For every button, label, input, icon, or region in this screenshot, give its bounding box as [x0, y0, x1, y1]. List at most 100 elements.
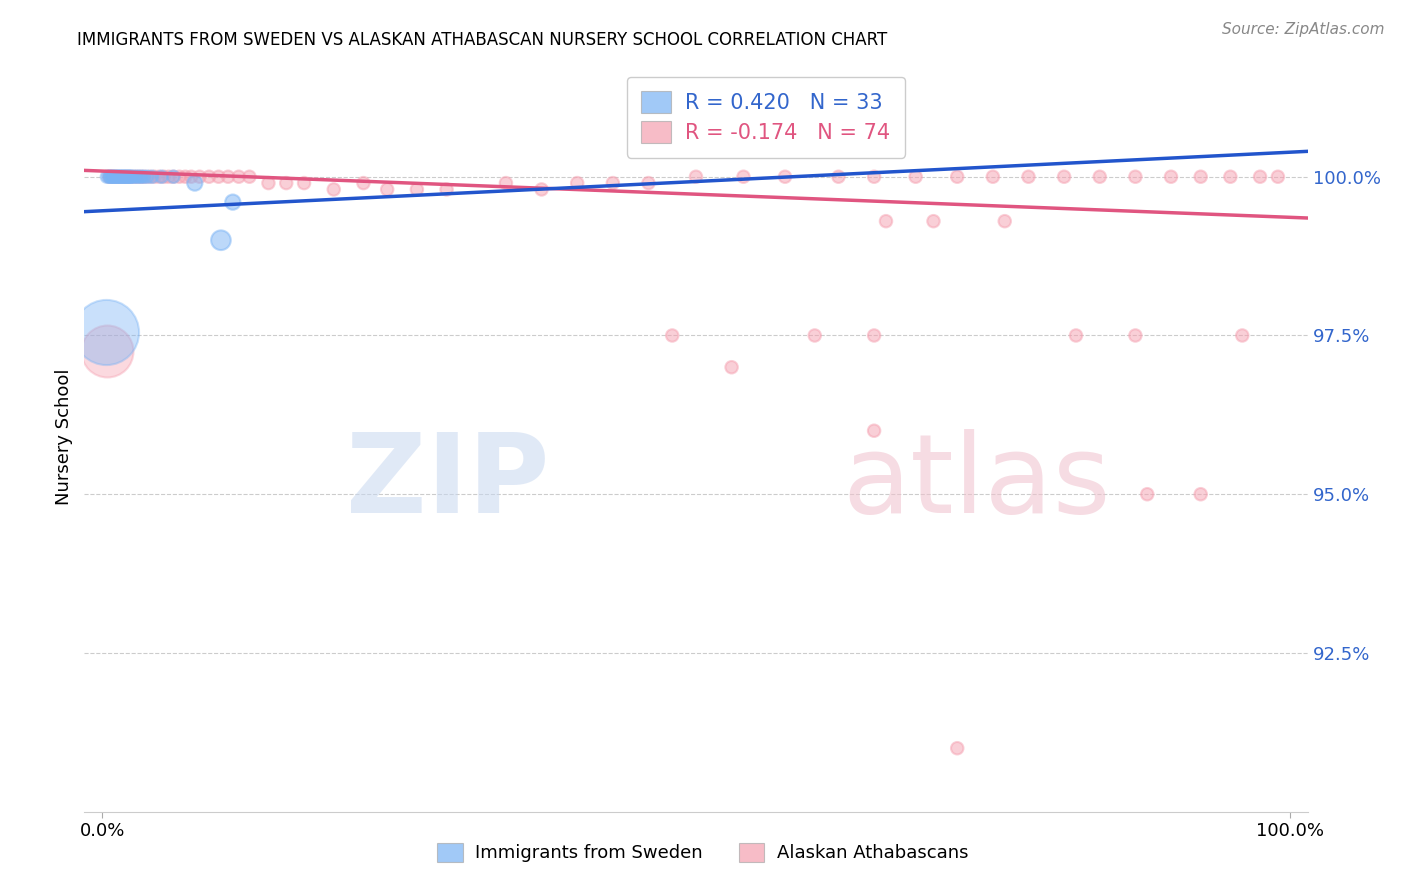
Point	[1064, 328, 1087, 343]
Point	[101, 169, 124, 184]
Point	[375, 182, 398, 196]
Point	[115, 169, 138, 184]
Point	[118, 169, 141, 184]
Point	[110, 169, 132, 184]
Point	[162, 169, 184, 184]
Point	[188, 169, 211, 184]
Y-axis label: Nursery School: Nursery School	[55, 368, 73, 506]
Point	[143, 169, 166, 184]
Point	[94, 326, 117, 340]
Point	[96, 344, 118, 359]
Point	[162, 169, 184, 184]
Point	[228, 169, 250, 184]
Point	[98, 169, 121, 184]
Point	[125, 169, 148, 184]
Point	[120, 169, 142, 184]
Point	[122, 169, 145, 184]
Point	[530, 182, 553, 196]
Point	[108, 169, 131, 184]
Point	[720, 360, 742, 375]
Point	[101, 169, 124, 184]
Point	[141, 169, 163, 184]
Point	[637, 176, 659, 190]
Point	[207, 169, 229, 184]
Point	[100, 169, 122, 184]
Point	[127, 169, 149, 184]
Point	[138, 169, 160, 184]
Point	[352, 176, 374, 190]
Point	[904, 169, 927, 184]
Point	[107, 169, 129, 184]
Point	[136, 169, 159, 184]
Point	[1053, 169, 1076, 184]
Point	[922, 214, 945, 228]
Point	[96, 169, 118, 184]
Point	[115, 169, 138, 184]
Point	[117, 169, 139, 184]
Point	[98, 169, 121, 184]
Point	[112, 169, 135, 184]
Point	[150, 169, 173, 184]
Point	[217, 169, 239, 184]
Point	[1125, 328, 1147, 343]
Point	[276, 176, 298, 190]
Point	[157, 169, 180, 184]
Point	[169, 169, 191, 184]
Point	[100, 169, 122, 184]
Point	[131, 169, 153, 184]
Point	[994, 214, 1017, 228]
Point	[115, 169, 138, 184]
Point	[198, 169, 221, 184]
Point	[1219, 169, 1241, 184]
Text: IMMIGRANTS FROM SWEDEN VS ALASKAN ATHABASCAN NURSERY SCHOOL CORRELATION CHART: IMMIGRANTS FROM SWEDEN VS ALASKAN ATHABA…	[77, 31, 887, 49]
Text: atlas: atlas	[842, 428, 1111, 535]
Point	[1136, 487, 1159, 501]
Point	[131, 169, 153, 184]
Point	[773, 169, 796, 184]
Point	[105, 169, 128, 184]
Point	[1088, 169, 1111, 184]
Point	[1189, 487, 1212, 501]
Point	[661, 328, 683, 343]
Point	[1189, 169, 1212, 184]
Point	[567, 176, 589, 190]
Point	[153, 169, 176, 184]
Point	[1249, 169, 1271, 184]
Point	[602, 176, 624, 190]
Point	[863, 169, 886, 184]
Point	[148, 169, 170, 184]
Point	[946, 169, 969, 184]
Point	[292, 176, 315, 190]
Point	[114, 169, 136, 184]
Point	[875, 214, 897, 228]
Text: Source: ZipAtlas.com: Source: ZipAtlas.com	[1222, 22, 1385, 37]
Point	[1232, 328, 1254, 343]
Point	[863, 328, 886, 343]
Point	[863, 424, 886, 438]
Point	[406, 182, 429, 196]
Point	[105, 169, 128, 184]
Point	[174, 169, 197, 184]
Point	[436, 182, 458, 196]
Point	[1160, 169, 1182, 184]
Point	[122, 169, 145, 184]
Point	[112, 169, 135, 184]
Point	[121, 169, 143, 184]
Point	[238, 169, 260, 184]
Point	[132, 169, 155, 184]
Point	[257, 176, 280, 190]
Point	[981, 169, 1004, 184]
Point	[103, 169, 125, 184]
Point	[180, 169, 202, 184]
Point	[322, 182, 344, 196]
Point	[946, 741, 969, 756]
Point	[827, 169, 849, 184]
Point	[685, 169, 707, 184]
Point	[1018, 169, 1040, 184]
Legend: Immigrants from Sweden, Alaskan Athabascans: Immigrants from Sweden, Alaskan Athabasc…	[430, 836, 976, 870]
Point	[209, 233, 232, 247]
Point	[111, 169, 134, 184]
Point	[104, 169, 127, 184]
Point	[128, 169, 150, 184]
Point	[222, 195, 245, 210]
